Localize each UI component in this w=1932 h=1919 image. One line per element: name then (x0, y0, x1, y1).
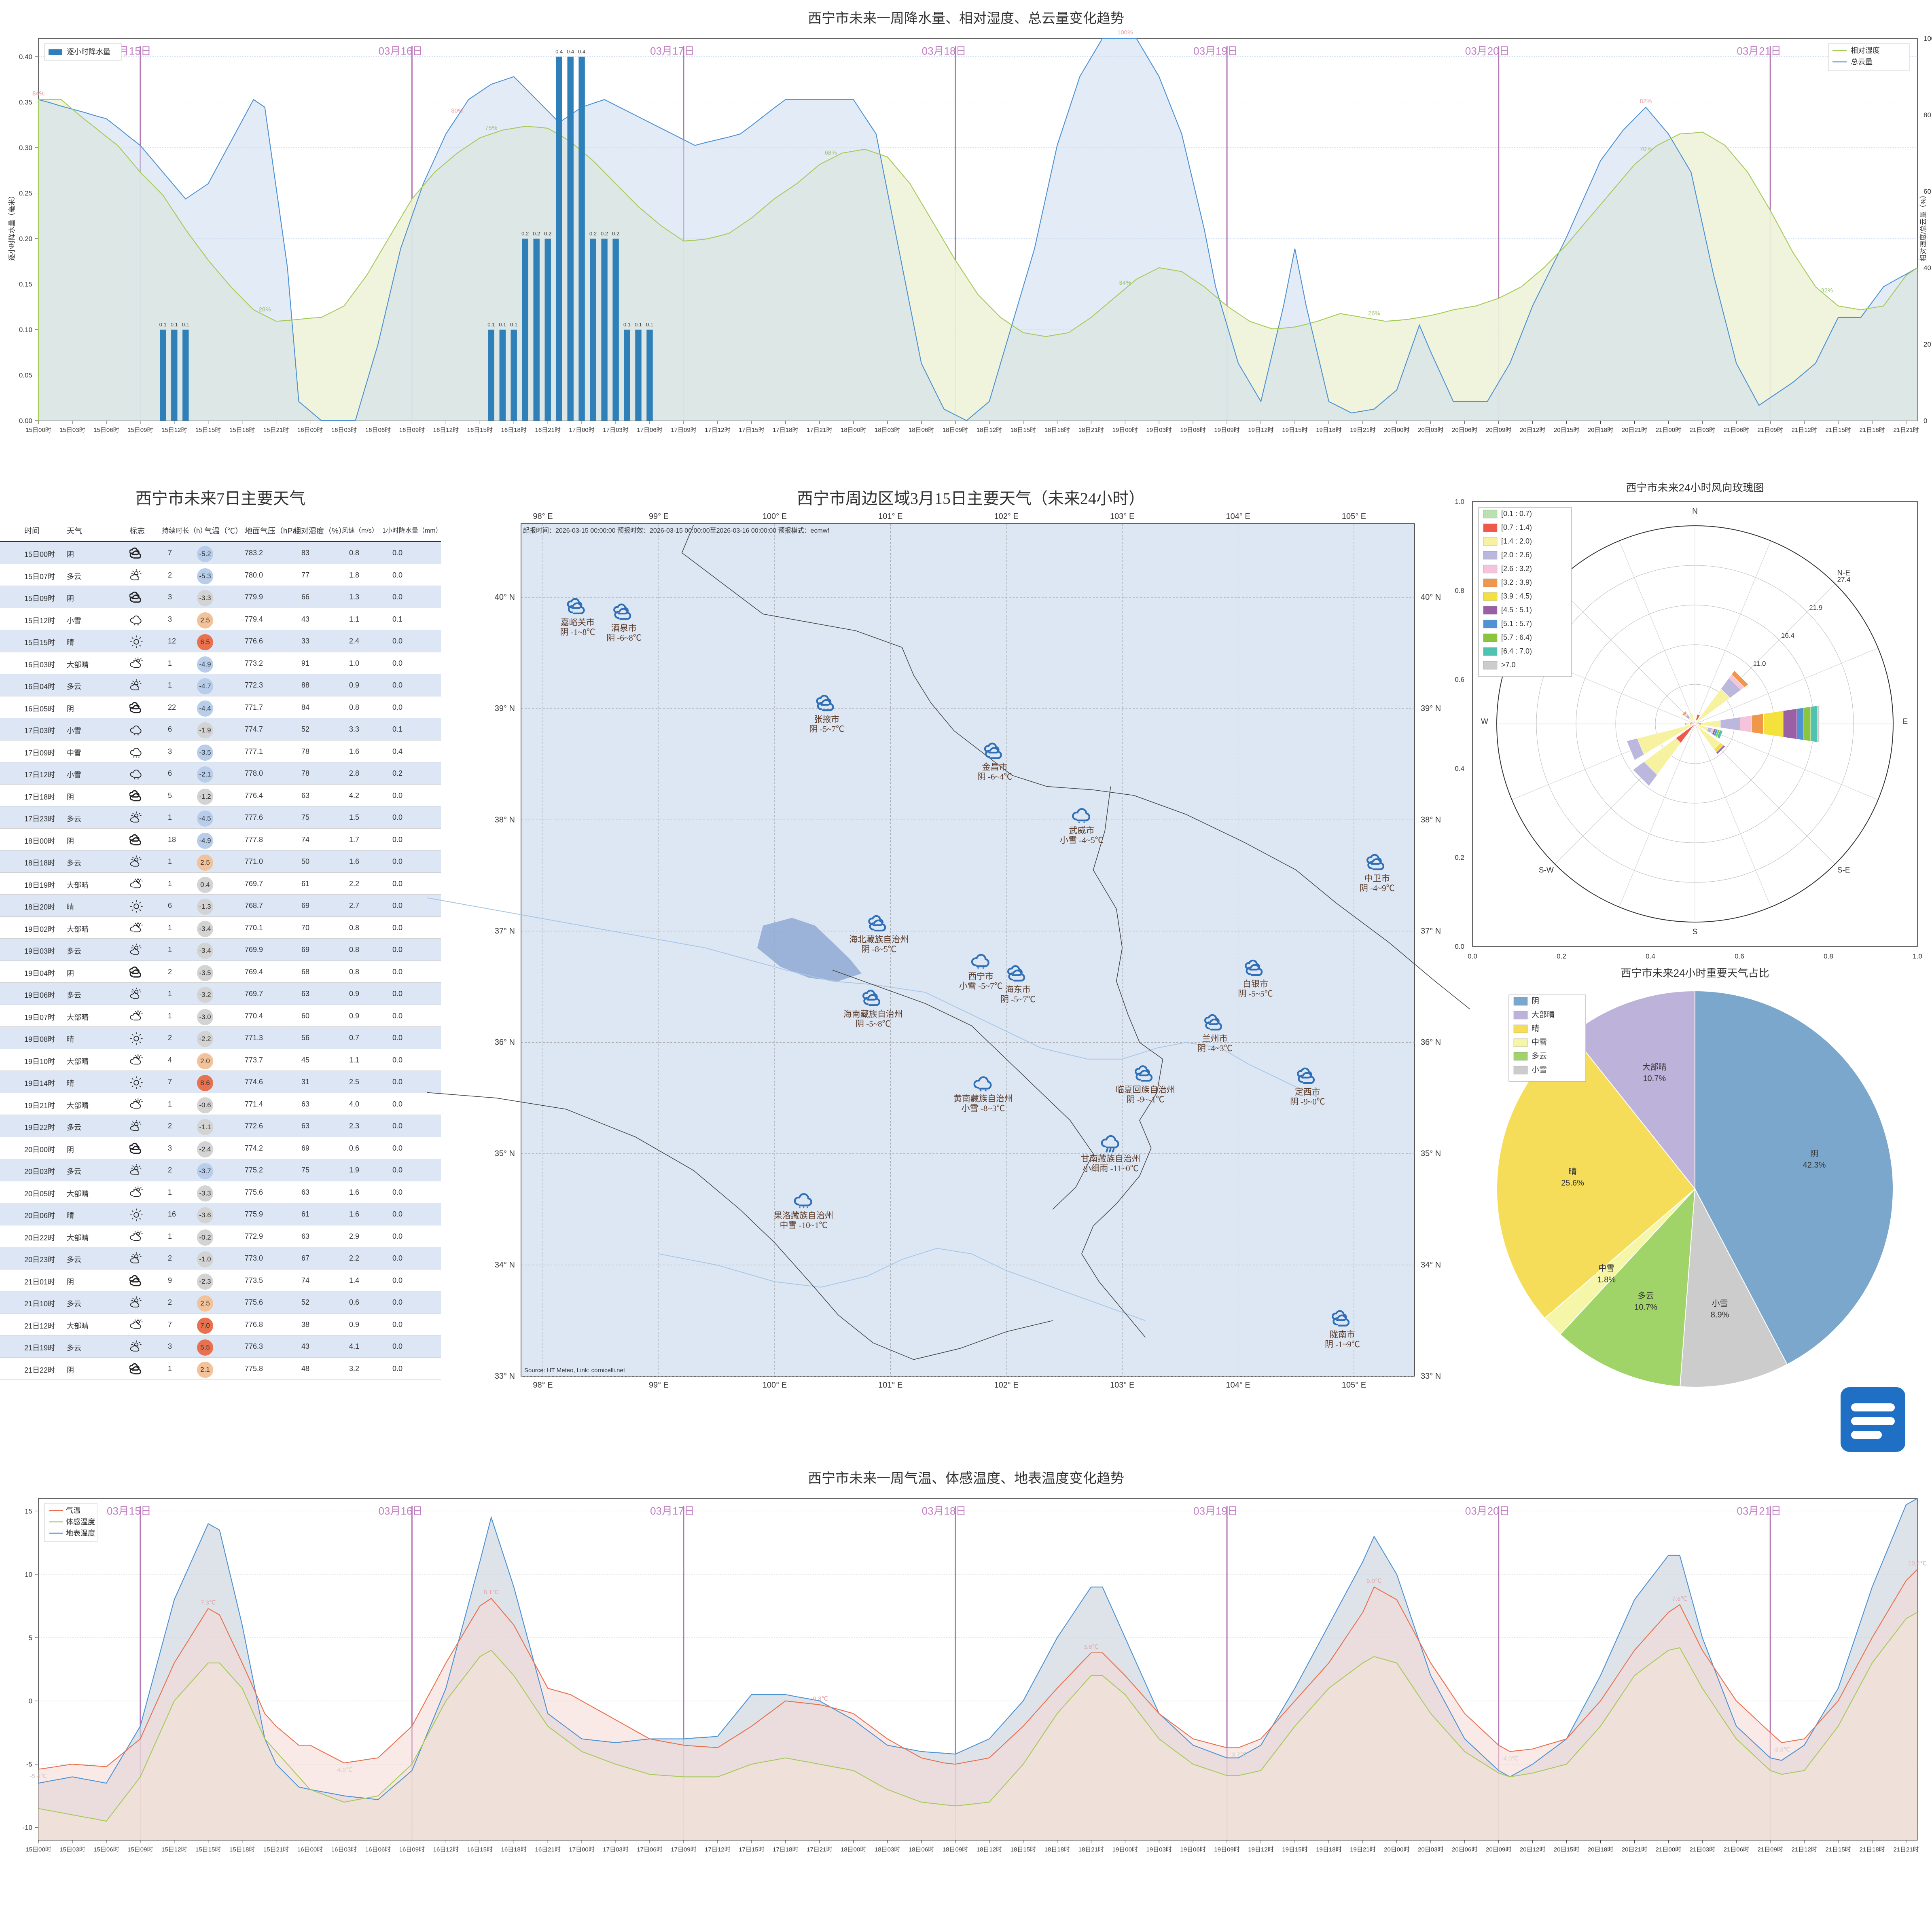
svg-text:20日03时: 20日03时 (1418, 1846, 1443, 1853)
svg-text:体感温度: 体感温度 (66, 1518, 95, 1526)
svg-text:3.8℃: 3.8℃ (1083, 1644, 1099, 1650)
svg-text:17日06时: 17日06时 (637, 1846, 662, 1853)
svg-text:17日03时: 17日03时 (603, 1846, 628, 1853)
svg-text:16日06时: 16日06时 (365, 1846, 391, 1853)
svg-text:03月17日: 03月17日 (650, 1505, 695, 1517)
svg-text:18日06时: 18日06时 (909, 1846, 934, 1853)
svg-text:17日18时: 17日18时 (773, 1846, 798, 1853)
svg-text:03月15日: 03月15日 (107, 1505, 151, 1517)
svg-text:03月19日: 03月19日 (1193, 1505, 1238, 1517)
svg-text:20日09时: 20日09时 (1486, 1846, 1511, 1853)
svg-text:21日09时: 21日09时 (1758, 1846, 1783, 1853)
svg-text:21日12时: 21日12时 (1792, 1846, 1817, 1853)
svg-text:9.0℃: 9.0℃ (1366, 1578, 1382, 1585)
svg-text:-4.9℃: -4.9℃ (335, 1767, 353, 1773)
svg-text:19日18时: 19日18时 (1316, 1846, 1341, 1853)
svg-text:19日00时: 19日00时 (1112, 1846, 1138, 1853)
svg-text:20日18时: 20日18时 (1588, 1846, 1613, 1853)
svg-text:气温: 气温 (66, 1506, 80, 1515)
svg-text:03月21日: 03月21日 (1737, 1505, 1781, 1517)
svg-text:16日18时: 16日18时 (501, 1846, 527, 1853)
svg-text:20日15时: 20日15时 (1554, 1846, 1579, 1853)
svg-text:20日21时: 20日21时 (1622, 1846, 1647, 1853)
svg-text:-5.4℃: -5.4℃ (30, 1773, 47, 1780)
svg-text:-5: -5 (26, 1760, 32, 1768)
svg-text:20日12时: 20日12时 (1520, 1846, 1545, 1853)
svg-text:地表温度: 地表温度 (66, 1529, 95, 1537)
svg-text:18日03时: 18日03时 (875, 1846, 900, 1853)
svg-text:-3.3℃: -3.3℃ (1773, 1746, 1790, 1753)
svg-text:03月16日: 03月16日 (378, 1505, 423, 1517)
svg-text:19日03时: 19日03时 (1146, 1846, 1172, 1853)
svg-text:18日18时: 18日18时 (1044, 1846, 1070, 1853)
svg-text:20日00时: 20日00时 (1384, 1846, 1409, 1853)
svg-text:19日21时: 19日21时 (1350, 1846, 1375, 1853)
svg-text:15日12时: 15日12时 (161, 1846, 187, 1853)
svg-text:17日12时: 17日12时 (705, 1846, 730, 1853)
svg-text:-4.0℃: -4.0℃ (1501, 1755, 1519, 1762)
svg-text:18日15时: 18日15时 (1010, 1846, 1036, 1853)
svg-text:15日06时: 15日06时 (93, 1846, 119, 1853)
svg-text:20日06时: 20日06时 (1452, 1846, 1477, 1853)
svg-text:19日12时: 19日12时 (1248, 1846, 1273, 1853)
svg-text:21日18时: 21日18时 (1859, 1846, 1885, 1853)
svg-text:10.4℃: 10.4℃ (1908, 1560, 1927, 1567)
svg-text:15日09时: 15日09时 (127, 1846, 153, 1853)
svg-text:10: 10 (25, 1571, 32, 1578)
svg-text:7.3℃: 7.3℃ (201, 1599, 216, 1606)
svg-text:16日21时: 16日21时 (535, 1846, 561, 1853)
svg-text:19日15时: 19日15时 (1282, 1846, 1307, 1853)
svg-text:17日15时: 17日15时 (739, 1846, 764, 1853)
svg-text:18日09时: 18日09时 (943, 1846, 968, 1853)
svg-text:21日00时: 21日00时 (1656, 1846, 1681, 1853)
svg-text:17日00时: 17日00时 (569, 1846, 594, 1853)
svg-text:8.1℃: 8.1℃ (483, 1589, 499, 1596)
svg-text:19日06时: 19日06时 (1180, 1846, 1206, 1853)
svg-text:-3.7℃: -3.7℃ (1230, 1752, 1247, 1758)
svg-text:-10: -10 (22, 1824, 32, 1832)
svg-text:03月20日: 03月20日 (1465, 1505, 1510, 1517)
svg-text:15日15时: 15日15时 (195, 1846, 221, 1853)
svg-text:15日18时: 15日18时 (229, 1846, 255, 1853)
svg-text:21日03时: 21日03时 (1690, 1846, 1715, 1853)
svg-text:16日09时: 16日09时 (399, 1846, 425, 1853)
svg-text:5: 5 (29, 1634, 32, 1642)
svg-text:18日12时: 18日12时 (977, 1846, 1002, 1853)
svg-text:15日03时: 15日03时 (59, 1846, 85, 1853)
svg-text:03月18日: 03月18日 (922, 1505, 966, 1517)
svg-text:19日09时: 19日09时 (1214, 1846, 1239, 1853)
svg-text:18日00时: 18日00时 (841, 1846, 866, 1853)
svg-text:15: 15 (25, 1507, 32, 1515)
svg-text:18日21时: 18日21时 (1078, 1846, 1104, 1853)
svg-text:17日21时: 17日21时 (807, 1846, 832, 1853)
svg-text:15日00时: 15日00时 (25, 1846, 51, 1853)
svg-text:15日21时: 15日21时 (263, 1846, 289, 1853)
svg-text:16日03时: 16日03时 (331, 1846, 357, 1853)
svg-text:16日15时: 16日15时 (467, 1846, 493, 1853)
svg-text:21日21时: 21日21时 (1893, 1846, 1919, 1853)
svg-text:16日00时: 16日00时 (297, 1846, 323, 1853)
svg-text:7.6℃: 7.6℃ (1672, 1595, 1688, 1602)
svg-text:0: 0 (29, 1697, 32, 1705)
svg-text:16日12时: 16日12时 (433, 1846, 459, 1853)
svg-text:17日09时: 17日09时 (671, 1846, 696, 1853)
svg-text:21日06时: 21日06时 (1724, 1846, 1749, 1853)
svg-text:-0.3℃: -0.3℃ (811, 1695, 828, 1702)
svg-text:21日15时: 21日15时 (1825, 1846, 1851, 1853)
